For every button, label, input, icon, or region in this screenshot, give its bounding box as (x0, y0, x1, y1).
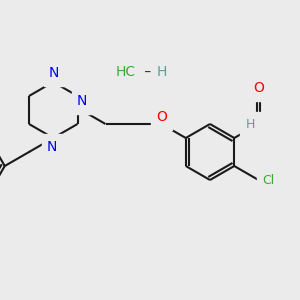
Text: O: O (253, 81, 264, 95)
Text: N: N (47, 140, 57, 154)
Text: N: N (49, 66, 59, 80)
Text: O: O (156, 110, 167, 124)
Text: HCl: HCl (116, 65, 140, 79)
Text: –: – (140, 65, 156, 79)
Text: H: H (157, 65, 167, 79)
Text: N: N (77, 94, 87, 108)
Text: H: H (246, 118, 255, 130)
Text: Cl: Cl (262, 173, 274, 187)
